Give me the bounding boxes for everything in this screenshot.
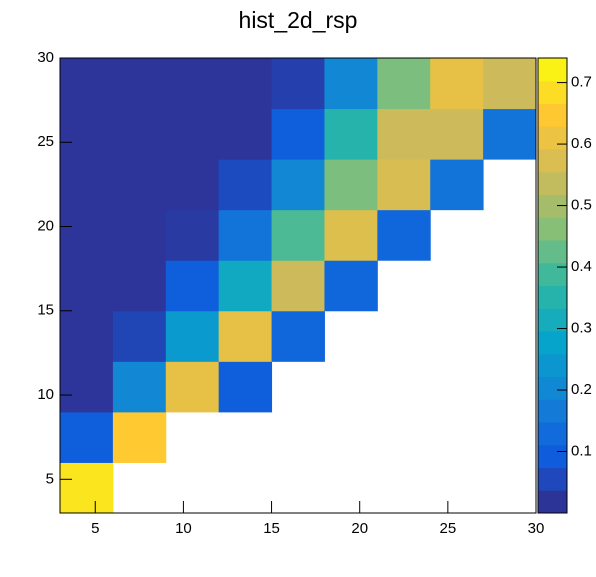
- colorbar-segment: [538, 285, 567, 309]
- chart-title: hist_2d_rsp: [239, 7, 358, 33]
- heatmap-cell: [324, 58, 378, 110]
- heatmap-cell: [271, 58, 325, 110]
- heatmap-cell: [218, 58, 273, 110]
- y-tick-label: 20: [37, 217, 54, 234]
- heatmap-cell: [60, 361, 114, 413]
- heatmap-cell: [60, 159, 114, 211]
- heatmap-cell: [218, 260, 273, 312]
- heatmap-cell: [112, 361, 167, 413]
- colorbar-frame: [537, 57, 568, 514]
- heatmap-cell: [112, 159, 167, 211]
- heatmap-cell: [271, 310, 325, 362]
- heatmap-cell: [271, 260, 325, 312]
- colorbar-segment: [538, 467, 567, 491]
- y-tick-label: 10: [37, 386, 54, 403]
- heatmap-cell: [271, 159, 325, 211]
- heatmap-cell: [324, 159, 378, 211]
- z-tick-label: 0.1: [571, 442, 592, 459]
- heatmap-cell: [218, 310, 273, 362]
- heatmap-cell: [377, 159, 431, 211]
- colorbar-segment: [538, 331, 567, 355]
- heatmap-cell: [430, 159, 484, 211]
- x-tick-label: 25: [440, 520, 457, 537]
- heatmap-cell: [430, 58, 484, 110]
- heatmap-cell: [483, 58, 537, 110]
- heatmap-cell: [377, 209, 431, 261]
- colorbar-segment: [538, 353, 567, 377]
- z-tick-label: 0.2: [571, 381, 592, 398]
- colorbar-segment: [538, 262, 567, 286]
- heatmap-cell: [165, 310, 220, 362]
- heatmap-cell: [218, 361, 273, 413]
- colorbar-segment: [538, 171, 567, 195]
- heatmap-cell: [165, 361, 220, 413]
- heatmap-cell: [112, 209, 167, 261]
- heatmap-cell: [218, 159, 273, 211]
- z-tick-label: 0.7: [571, 74, 592, 91]
- z-tick-label: 0.4: [571, 258, 592, 275]
- colorbar-segment: [538, 80, 567, 104]
- heatmap-cell: [60, 108, 114, 160]
- heatmap-cell: [60, 260, 114, 312]
- colorbar-segment: [538, 490, 567, 514]
- heatmap-cell: [112, 310, 167, 362]
- heatmap-cell: [165, 209, 220, 261]
- heatmap-cell: [112, 58, 167, 110]
- heatmap-cell: [60, 411, 114, 463]
- x-tick-label: 30: [528, 520, 545, 537]
- y-tick-label: 5: [46, 470, 54, 487]
- heatmap-cell: [60, 209, 114, 261]
- z-tick-label: 0.6: [571, 135, 592, 152]
- x-tick-label: 5: [91, 520, 99, 537]
- heatmap-cell: [112, 260, 167, 312]
- colorbar-segment: [538, 444, 567, 468]
- heatmap-cell: [324, 209, 378, 261]
- colorbar: [538, 58, 567, 514]
- colorbar-segment: [538, 217, 567, 241]
- colorbar-segment: [538, 149, 567, 173]
- colorbar-segment: [538, 103, 567, 127]
- heatmap-cell: [60, 310, 114, 362]
- heatmap-cell: [60, 462, 114, 514]
- colorbar-segment: [538, 422, 567, 446]
- heatmap-cell: [377, 58, 431, 110]
- heatmap-cell: [218, 108, 273, 160]
- plot-frame: [59, 57, 537, 514]
- heatmap-cell: [112, 411, 167, 463]
- colorbar-segment: [538, 240, 567, 264]
- heatmap-cell: [271, 209, 325, 261]
- colorbar-segment: [538, 194, 567, 218]
- x-tick-label: 10: [175, 520, 192, 537]
- heatmap-cell: [165, 108, 220, 160]
- x-tick-label: 20: [351, 520, 368, 537]
- heatmap-cell: [165, 58, 220, 110]
- heatmap-cell: [165, 260, 220, 312]
- heatmap-cell: [60, 58, 114, 110]
- heatmap-cell: [377, 108, 431, 160]
- colorbar-segment: [538, 376, 567, 400]
- z-tick-label: 0.3: [571, 320, 592, 337]
- heatmap-cell: [218, 209, 273, 261]
- heatmap: [60, 58, 537, 514]
- heatmap-cell: [430, 108, 484, 160]
- y-tick-label: 25: [37, 133, 54, 150]
- heatmap-cell: [112, 108, 167, 160]
- heatmap-cell: [324, 260, 378, 312]
- x-tick-label: 15: [263, 520, 280, 537]
- colorbar-segment: [538, 126, 567, 150]
- heatmap-cell: [271, 108, 325, 160]
- z-tick-label: 0.5: [571, 197, 592, 214]
- colorbar-segment: [538, 399, 567, 423]
- colorbar-segment: [538, 308, 567, 332]
- heatmap-cell: [165, 159, 220, 211]
- y-tick-label: 15: [37, 302, 54, 319]
- y-tick-label: 30: [37, 49, 54, 66]
- heatmap-cell: [324, 108, 378, 160]
- heatmap-cell: [483, 108, 537, 160]
- colorbar-segment: [538, 58, 567, 82]
